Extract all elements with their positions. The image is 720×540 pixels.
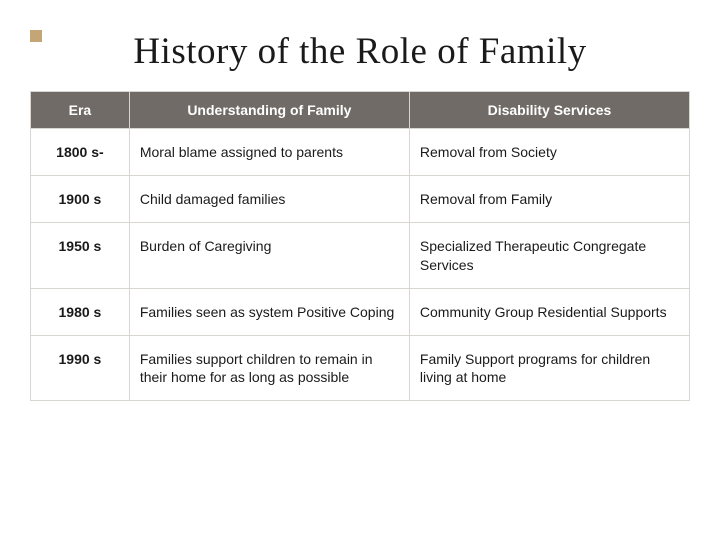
table-header-row: Era Understanding of Family Disability S…	[31, 92, 690, 129]
col-header-services: Disability Services	[409, 92, 689, 129]
cell-services: Community Group Residential Supports	[409, 288, 689, 335]
cell-services: Specialized Therapeutic Congregate Servi…	[409, 223, 689, 288]
history-table: Era Understanding of Family Disability S…	[30, 91, 690, 401]
cell-services: Removal from Society	[409, 129, 689, 176]
slide: History of the Role of Family Era Unders…	[0, 0, 720, 540]
table-row: 1800 s- Moral blame assigned to parents …	[31, 129, 690, 176]
cell-era: 1990 s	[31, 335, 130, 400]
cell-services: Removal from Family	[409, 176, 689, 223]
cell-understanding: Child damaged families	[129, 176, 409, 223]
cell-understanding: Burden of Caregiving	[129, 223, 409, 288]
cell-era: 1800 s-	[31, 129, 130, 176]
cell-era: 1900 s	[31, 176, 130, 223]
cell-understanding: Families support children to remain in t…	[129, 335, 409, 400]
table-row: 1900 s Child damaged families Removal fr…	[31, 176, 690, 223]
accent-square-icon	[30, 30, 42, 42]
cell-era: 1980 s	[31, 288, 130, 335]
cell-understanding: Moral blame assigned to parents	[129, 129, 409, 176]
cell-services: Family Support programs for children liv…	[409, 335, 689, 400]
cell-era: 1950 s	[31, 223, 130, 288]
cell-understanding: Families seen as system Positive Coping	[129, 288, 409, 335]
col-header-era: Era	[31, 92, 130, 129]
page-title: History of the Role of Family	[30, 30, 690, 73]
table-row: 1980 s Families seen as system Positive …	[31, 288, 690, 335]
table-row: 1990 s Families support children to rema…	[31, 335, 690, 400]
col-header-understanding: Understanding of Family	[129, 92, 409, 129]
table-row: 1950 s Burden of Caregiving Specialized …	[31, 223, 690, 288]
